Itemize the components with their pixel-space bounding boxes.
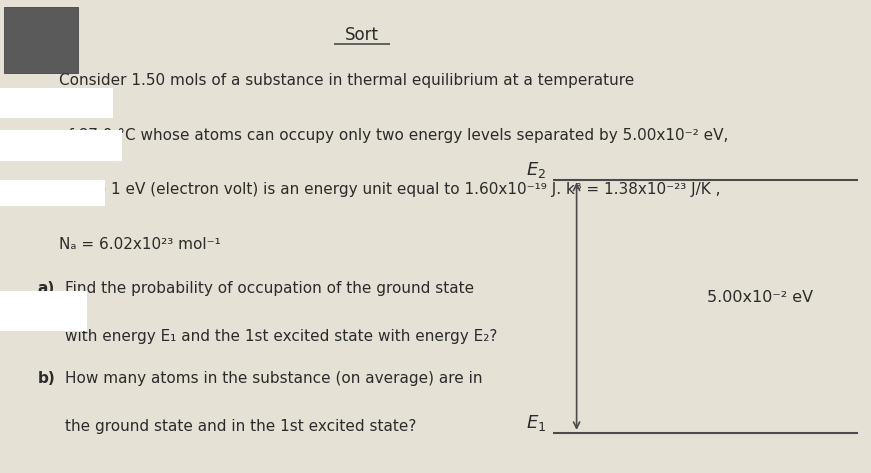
Text: of 87.0 °C whose atoms can occupy only two energy levels separated by 5.00x10⁻² : of 87.0 °C whose atoms can occupy only t… — [59, 128, 729, 143]
Text: where 1 eV (electron volt) is an energy unit equal to 1.60x10⁻¹⁹ J. kᴮ = 1.38x10: where 1 eV (electron volt) is an energy … — [59, 182, 720, 197]
Bar — [4, 7, 78, 73]
Text: $\it{E}_{\it{2}}$: $\it{E}_{\it{2}}$ — [526, 160, 546, 180]
Bar — [0, 88, 113, 118]
Text: How many atoms in the substance (on average) are in: How many atoms in the substance (on aver… — [65, 371, 483, 386]
Text: the ground state and in the 1st excited state?: the ground state and in the 1st excited … — [65, 419, 416, 434]
Text: Consider 1.50 mols of a substance in thermal equilibrium at a temperature: Consider 1.50 mols of a substance in the… — [59, 73, 634, 88]
Text: Nₐ = 6.02x10²³ mol⁻¹: Nₐ = 6.02x10²³ mol⁻¹ — [59, 236, 221, 252]
Text: 5.00x10⁻² eV: 5.00x10⁻² eV — [707, 290, 814, 306]
Text: with energy E₁ and the 1st excited state with energy E₂?: with energy E₁ and the 1st excited state… — [65, 329, 497, 344]
Bar — [0, 291, 87, 331]
Text: Sort: Sort — [344, 26, 379, 44]
Text: a): a) — [37, 281, 55, 297]
Text: b): b) — [37, 371, 55, 386]
Bar — [0, 180, 105, 206]
Bar — [0, 130, 122, 161]
Text: $\it{E}_{\it{1}}$: $\it{E}_{\it{1}}$ — [526, 413, 546, 433]
Text: Find the probability of occupation of the ground state: Find the probability of occupation of th… — [65, 281, 475, 297]
